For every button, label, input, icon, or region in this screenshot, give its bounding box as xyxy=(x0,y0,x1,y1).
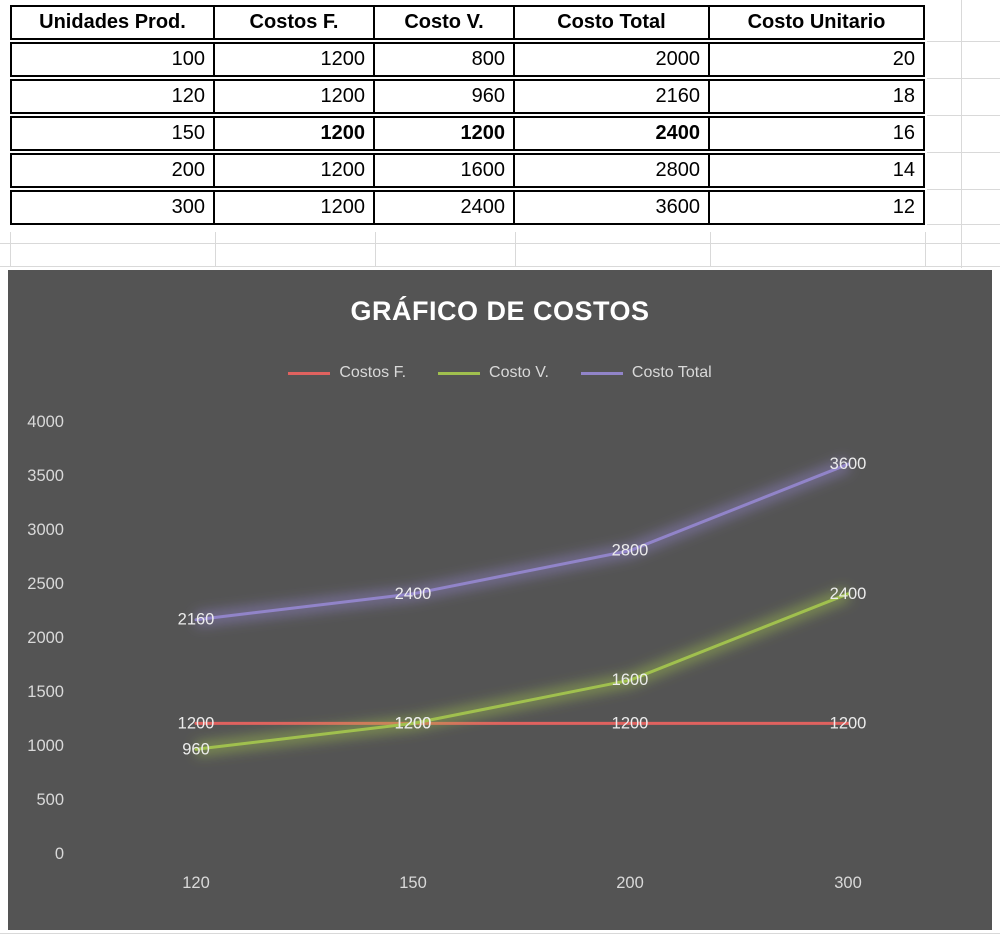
svg-text:1200: 1200 xyxy=(612,714,649,732)
sheet-gridline xyxy=(961,0,962,268)
svg-text:1600: 1600 xyxy=(612,671,649,689)
table-cell[interactable]: 2400 xyxy=(515,118,710,149)
svg-text:2400: 2400 xyxy=(830,585,867,603)
table-cell[interactable]: 1200 xyxy=(375,118,515,149)
svg-text:2160: 2160 xyxy=(178,611,215,629)
table-row: 100 1200 800 2000 20 xyxy=(10,42,925,77)
table-cell[interactable]: 18 xyxy=(892,85,915,107)
svg-text:2800: 2800 xyxy=(612,542,649,560)
col-header-costo-unitario[interactable]: Costo Unitario xyxy=(747,11,886,33)
svg-text:960: 960 xyxy=(182,740,210,758)
legend-item-costo-total[interactable]: Costo Total xyxy=(580,364,712,382)
col-header-costos-f[interactable]: Costos F. xyxy=(215,7,375,38)
sheet-gridline xyxy=(375,232,376,267)
svg-text:200: 200 xyxy=(616,874,644,892)
legend-label: Costo Total xyxy=(631,364,712,381)
sheet-gridline xyxy=(0,266,1000,267)
sheet-gridline xyxy=(927,189,1000,190)
sheet-gridline xyxy=(927,115,1000,116)
table-cell[interactable]: 1200 xyxy=(215,44,375,75)
table-cell[interactable]: 1200 xyxy=(215,155,375,186)
svg-text:1200: 1200 xyxy=(178,714,215,732)
sheet-gridline xyxy=(710,232,711,267)
svg-text:1000: 1000 xyxy=(27,737,64,755)
table-cell[interactable]: 2800 xyxy=(515,155,710,186)
chart-plot: 0 500 1000 1500 2000 2500 3000 3500 4000 120 150 20… xyxy=(27,413,867,892)
svg-text:150: 150 xyxy=(399,874,427,892)
chart-title: GRÁFICO DE COSTOS xyxy=(350,296,650,326)
table-cell[interactable]: 3600 xyxy=(515,192,710,223)
cost-chart[interactable]: 0 500 1000 1500 2000 2500 3000 3500 4000 120 150 20… xyxy=(8,270,992,930)
legend-swatch xyxy=(288,371,331,375)
table-cell[interactable]: 1200 xyxy=(215,81,375,112)
sheet-gridline xyxy=(0,933,1000,934)
svg-text:4000: 4000 xyxy=(27,413,64,431)
table-cell[interactable]: 2400 xyxy=(375,192,515,223)
legend-label: Costo V. xyxy=(489,364,549,381)
svg-text:3600: 3600 xyxy=(830,455,867,473)
svg-text:1200: 1200 xyxy=(395,714,432,732)
table-cell[interactable]: 2000 xyxy=(515,44,710,75)
svg-text:120: 120 xyxy=(182,874,210,892)
sheet-gridline xyxy=(515,232,516,267)
table-cell[interactable]: 120 xyxy=(12,81,215,112)
table-cell[interactable]: 800 xyxy=(375,44,515,75)
table-cell[interactable]: 1200 xyxy=(215,192,375,223)
table-row: 300 1200 2400 3600 12 xyxy=(10,190,925,225)
col-header-costo-total[interactable]: Costo Total xyxy=(515,7,710,38)
table-cell[interactable]: 14 xyxy=(892,159,915,181)
svg-text:0: 0 xyxy=(55,845,64,863)
svg-text:2400: 2400 xyxy=(395,585,432,603)
table-row: 120 1200 960 2160 18 xyxy=(10,79,925,114)
legend-label: Costos F. xyxy=(339,364,407,381)
table-cell[interactable]: 16 xyxy=(892,122,915,144)
legend-swatch xyxy=(580,371,623,375)
table-cell[interactable]: 12 xyxy=(892,196,915,218)
sheet-gridline xyxy=(927,152,1000,153)
table-cell[interactable]: 200 xyxy=(12,155,215,186)
chart-legend: Costos F. Costo V. Costo Total xyxy=(8,364,992,382)
sheet-gridline xyxy=(927,224,1000,225)
svg-text:3000: 3000 xyxy=(27,521,64,539)
table-cell[interactable]: 100 xyxy=(12,44,215,75)
table-cell[interactable]: 1600 xyxy=(375,155,515,186)
table-cell[interactable]: 960 xyxy=(375,81,515,112)
table-cell[interactable]: 150 xyxy=(12,118,215,149)
sheet-gridline xyxy=(927,78,1000,79)
table-header-row: Unidades Prod. Costos F. Costo V. Costo … xyxy=(10,5,925,40)
table-cell[interactable]: 2160 xyxy=(515,81,710,112)
table-row: 200 1200 1600 2800 14 xyxy=(10,153,925,188)
col-header-unidades-prod[interactable]: Unidades Prod. xyxy=(12,7,215,38)
svg-text:1500: 1500 xyxy=(27,683,64,701)
sheet-gridline xyxy=(215,232,216,267)
table-cell[interactable]: 1200 xyxy=(215,118,375,149)
legend-item-costo-v[interactable]: Costo V. xyxy=(438,364,549,382)
table-cell[interactable]: 20 xyxy=(892,48,915,70)
sheet-gridline xyxy=(927,41,1000,42)
svg-text:500: 500 xyxy=(36,791,64,809)
sheet-gridline xyxy=(925,232,926,267)
svg-text:2500: 2500 xyxy=(27,575,64,593)
svg-text:3500: 3500 xyxy=(27,467,64,485)
svg-text:1200: 1200 xyxy=(830,714,867,732)
legend-swatch xyxy=(438,371,481,375)
table-row: 150 1200 1200 2400 16 xyxy=(10,116,925,151)
svg-text:2000: 2000 xyxy=(27,629,64,647)
col-header-costo-v[interactable]: Costo V. xyxy=(375,7,515,38)
cost-table: Unidades Prod. Costos F. Costo V. Costo … xyxy=(10,5,925,227)
svg-text:1200: 1200 xyxy=(395,714,432,732)
svg-text:300: 300 xyxy=(834,874,862,892)
sheet-gridline xyxy=(0,243,1000,244)
sheet-gridline xyxy=(10,232,11,267)
table-cell[interactable]: 300 xyxy=(12,192,215,223)
legend-item-costos-f[interactable]: Costos F. xyxy=(288,364,406,382)
